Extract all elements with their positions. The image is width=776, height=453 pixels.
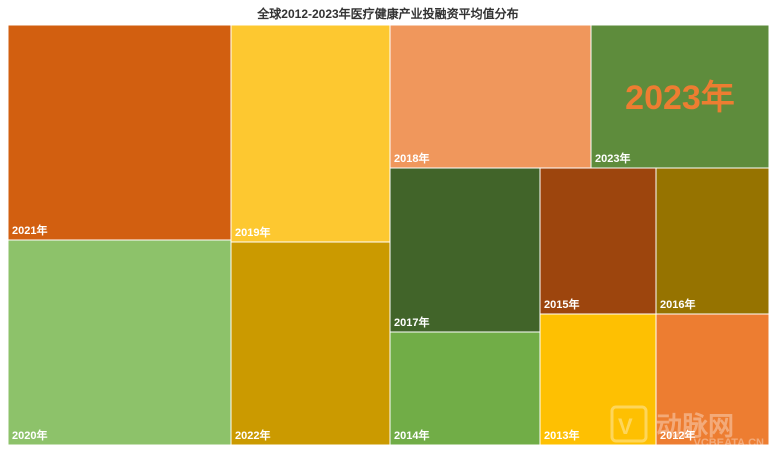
treemap-cell-2013 bbox=[539, 313, 657, 446]
treemap-cell-2014 bbox=[389, 331, 541, 446]
treemap-cell-label: 2016年 bbox=[660, 297, 695, 311]
treemap-cell-2019 bbox=[230, 24, 391, 243]
highlight-year-label: 2023年 bbox=[625, 79, 735, 117]
treemap-cell-label: 2021年 bbox=[12, 223, 47, 237]
chart-title: 全球2012-2023年医疗健康产业投融资平均值分布 bbox=[257, 7, 519, 21]
treemap-cell-2015 bbox=[539, 167, 657, 315]
treemap-cell-2017 bbox=[389, 167, 541, 333]
treemap-cell-2021 bbox=[7, 24, 232, 241]
treemap-cell-label: 2014年 bbox=[394, 428, 429, 442]
watermark-domain: VCBEATA.CN bbox=[693, 437, 764, 449]
treemap-cell-2023 bbox=[590, 24, 770, 169]
svg-text:V: V bbox=[618, 414, 633, 439]
treemap-cell-2018 bbox=[389, 24, 592, 169]
treemap-cell-2022 bbox=[230, 241, 391, 446]
treemap-cell-label: 2023年 bbox=[595, 151, 630, 165]
watermark-logo: V 动脉网 VCBEATA.CN bbox=[608, 403, 768, 449]
treemap-cell-2012 bbox=[655, 313, 770, 446]
treemap-cell-label: 2019年 bbox=[235, 225, 270, 239]
treemap-cell-2020 bbox=[7, 239, 232, 446]
treemap-cell-label: 2018年 bbox=[394, 151, 429, 165]
treemap-cell-label: 2017年 bbox=[394, 315, 429, 329]
treemap-cell-label: 2015年 bbox=[544, 297, 579, 311]
treemap-cell-label: 2022年 bbox=[235, 428, 270, 442]
watermark-brand: 动脉网 bbox=[656, 411, 734, 441]
treemap-cell-label: 2020年 bbox=[12, 428, 47, 442]
treemap-cell-label: 2012年 bbox=[660, 428, 695, 442]
treemap-cell-2016 bbox=[655, 167, 770, 315]
treemap-cell-label: 2013年 bbox=[544, 428, 579, 442]
